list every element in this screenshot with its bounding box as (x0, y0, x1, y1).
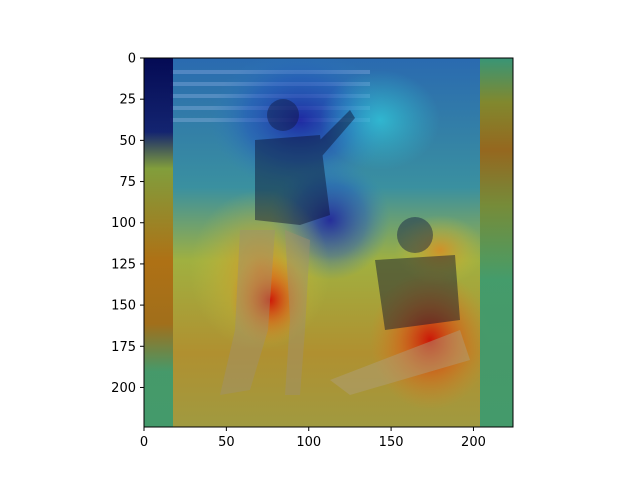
y-tick-label-3: 75 (119, 175, 136, 190)
player-silhouettes (220, 99, 470, 395)
axes-frame (143, 57, 514, 428)
x-axis: 0 50 100 150 200 (140, 427, 486, 450)
x-tick-label-1: 50 (218, 435, 235, 450)
y-tick-label-6: 150 (111, 299, 136, 314)
x-tick-label-3: 150 (379, 435, 404, 450)
y-tick-label-2: 50 (119, 134, 136, 149)
x-tick-label-2: 100 (296, 435, 321, 450)
y-tick-label-4: 100 (111, 216, 136, 231)
y-tick-label-1: 25 (119, 93, 136, 108)
y-tick-label-0: 0 (128, 52, 136, 67)
x-tick-label-4: 200 (461, 435, 486, 450)
y-tick-label-7: 175 (111, 340, 136, 355)
y-tick-label-8: 200 (111, 381, 136, 396)
x-tick-label-0: 0 (140, 435, 148, 450)
y-tick-label-5: 125 (111, 257, 136, 272)
heatmap-image (144, 58, 513, 427)
y-axis: 0 25 50 75 100 125 150 175 200 (111, 52, 144, 396)
